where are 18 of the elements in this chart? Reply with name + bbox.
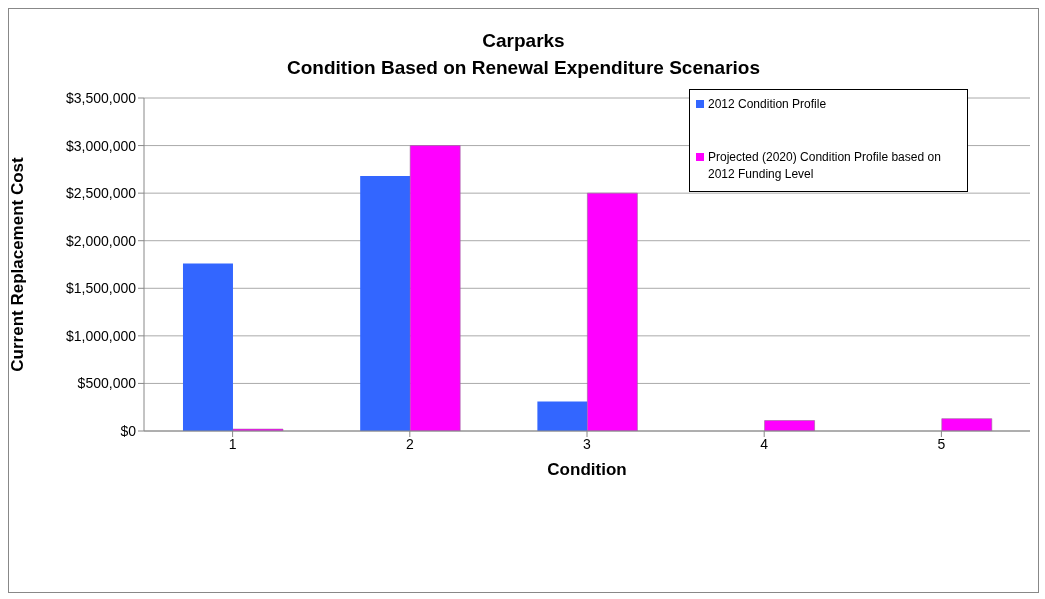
y-tick-label: $2,000,000 [65,232,137,249]
x-tick-label: 3 [583,435,592,452]
x-tick-label: 5 [937,435,946,452]
y-tick-label: $2,500,000 [65,185,137,202]
legend-label: Projected (2020) Condition Profile based on 2012 Funding Level [708,149,942,183]
y-tick-label: $0 [120,422,137,439]
y-tick-label: $500,000 [77,375,137,392]
x-axis-title: Condition [547,460,627,479]
x-tick-label: 1 [228,435,237,452]
x-tick-label: 4 [760,435,769,452]
y-tick-label: $1,000,000 [65,327,137,344]
x-tick-label: 2 [405,435,414,452]
y-tick-label: $3,000,000 [65,137,137,154]
chart-title: Carparks Condition Based on Renewal Expenditure Scenarios [286,29,761,80]
y-tick-label: $1,500,000 [65,280,137,297]
legend-label: 2012 Condition Profile [708,96,827,113]
y-axis-title: Current Replacement Cost [8,156,28,372]
y-tick-label: $3,500,000 [65,89,137,106]
